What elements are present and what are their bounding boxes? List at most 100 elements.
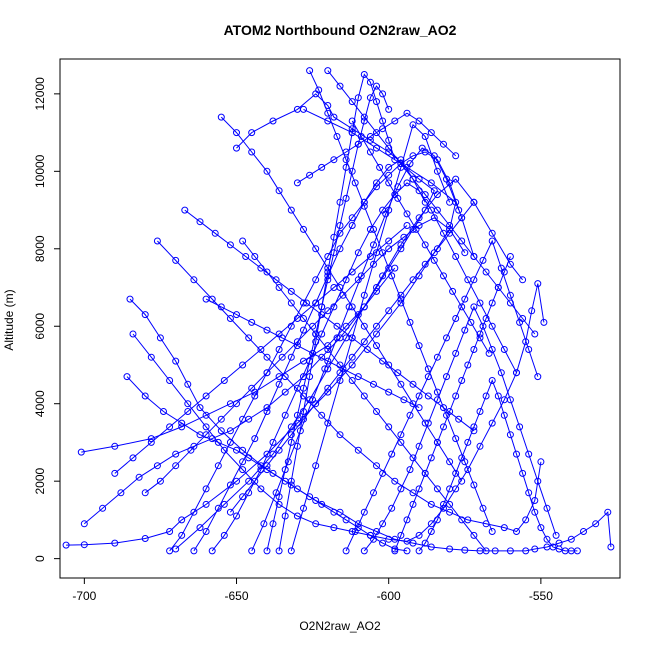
data-point [479, 256, 487, 264]
data-point [443, 334, 450, 342]
data-point [470, 423, 478, 431]
data-point [272, 276, 280, 284]
data-point [239, 458, 247, 466]
data-point [452, 253, 460, 260]
data-point [226, 427, 234, 435]
series-group [415, 377, 581, 555]
data-point [269, 520, 277, 528]
data-point [476, 299, 484, 307]
data-point [409, 380, 417, 388]
series-group [342, 237, 542, 555]
series-line [230, 201, 475, 513]
data-point [293, 442, 301, 450]
data-point [263, 408, 271, 415]
data-point [379, 90, 387, 98]
data-point [397, 241, 405, 249]
data-point [80, 541, 88, 549]
data-point [202, 423, 210, 431]
data-point [424, 419, 432, 427]
series-line [169, 151, 475, 552]
data-point [580, 528, 587, 535]
data-point [385, 171, 393, 179]
data-point [513, 450, 520, 458]
data-point [427, 528, 435, 535]
data-point [342, 194, 350, 202]
data-point [312, 462, 320, 470]
y-tick-label: 6000 [33, 313, 47, 340]
series-group [263, 82, 393, 555]
data-point [263, 547, 271, 555]
data-point [360, 322, 368, 330]
data-point [226, 481, 234, 489]
data-point [257, 346, 265, 353]
data-point [312, 520, 320, 528]
y-axis: 0 2000 4000 6000 8000 10000 12000 [33, 77, 60, 562]
data-point [293, 179, 301, 187]
data-point [415, 342, 423, 350]
data-point [470, 198, 478, 206]
data-point [275, 547, 283, 555]
data-point [312, 245, 320, 253]
data-point [251, 392, 259, 400]
data-point [397, 438, 405, 446]
data-point [440, 272, 447, 280]
data-point [403, 547, 411, 555]
data-point [449, 287, 457, 295]
series-line [157, 240, 542, 533]
data-point [415, 214, 423, 222]
data-point [497, 369, 505, 377]
data-point [440, 423, 447, 431]
data-point [293, 342, 301, 350]
data-point [233, 446, 240, 454]
data-point [360, 508, 368, 516]
data-point [196, 404, 204, 412]
data-point [366, 148, 374, 156]
data-point [391, 547, 399, 555]
data-point [345, 303, 353, 311]
data-point [379, 469, 387, 477]
data-point [430, 152, 438, 160]
data-point [141, 489, 149, 497]
data-point [275, 380, 283, 388]
data-point [403, 537, 411, 545]
data-point [226, 241, 234, 249]
data-point [275, 187, 283, 195]
data-point [373, 287, 380, 295]
data-point [263, 167, 271, 175]
data-point [318, 303, 326, 311]
data-point [257, 485, 265, 493]
data-point [446, 485, 454, 493]
data-point [160, 408, 167, 415]
data-point [233, 311, 240, 319]
data-point [300, 105, 307, 113]
data-point [126, 295, 134, 303]
data-point [111, 442, 119, 450]
data-point [184, 400, 192, 408]
data-point [257, 264, 265, 272]
data-point [336, 198, 344, 206]
data-point [248, 318, 256, 326]
data-point [111, 469, 119, 477]
data-point [348, 353, 356, 361]
data-point [388, 504, 396, 512]
x-tick-label: -700 [72, 589, 96, 603]
data-point [303, 299, 310, 307]
data-point [309, 349, 317, 357]
data-point [263, 326, 271, 334]
data-point [464, 466, 472, 474]
data-point [330, 113, 338, 121]
data-point [397, 380, 405, 388]
data-point [476, 330, 484, 338]
data-point [531, 497, 539, 504]
data-point [287, 547, 295, 555]
data-point [531, 330, 539, 338]
data-point [519, 276, 527, 284]
data-point [528, 307, 536, 315]
data-point [452, 315, 460, 322]
data-point [360, 338, 368, 346]
data-point [312, 497, 320, 504]
series-group [62, 90, 460, 549]
data-point [516, 318, 524, 326]
